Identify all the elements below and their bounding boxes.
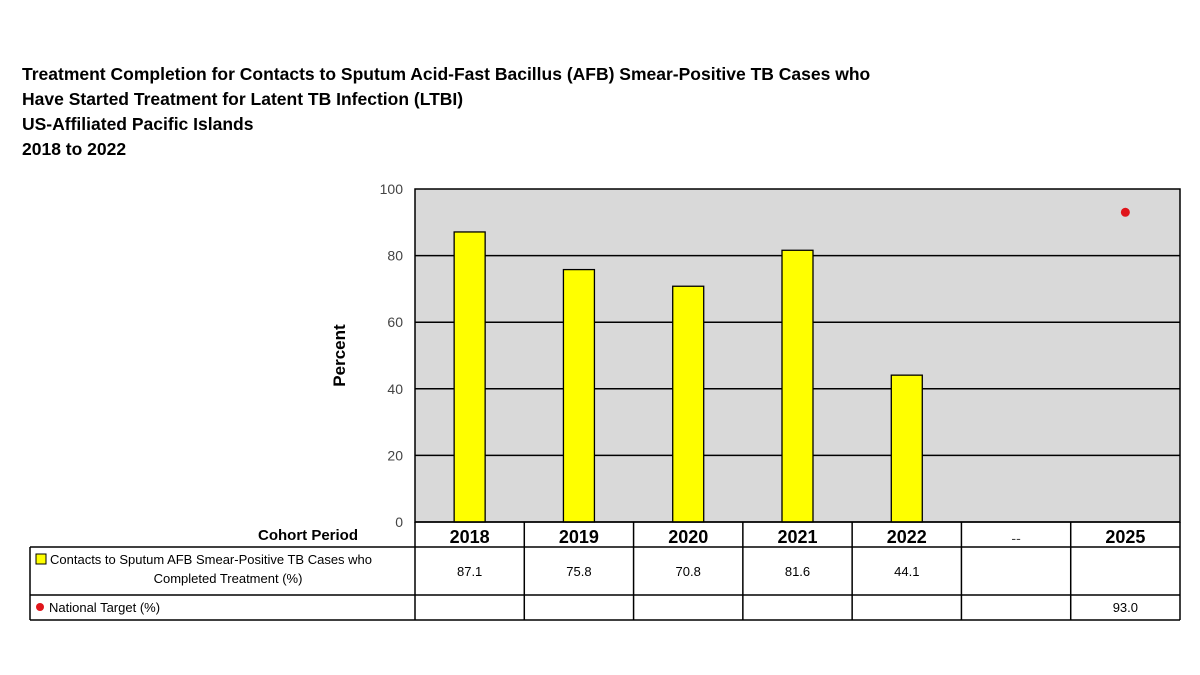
legend-label-target: National Target (%) <box>49 600 160 615</box>
legend-swatch-target <box>36 603 44 611</box>
category-label: 2021 <box>777 527 817 547</box>
category-label: 2022 <box>887 527 927 547</box>
bar <box>890 374 923 523</box>
x-axis-label: Cohort Period <box>258 527 358 544</box>
bar <box>453 231 486 523</box>
title-line-3: US-Affiliated Pacific Islands <box>22 114 254 134</box>
target-point <box>1120 207 1130 217</box>
category-label: 2018 <box>450 527 490 547</box>
data-label-bar: 81.6 <box>785 564 810 579</box>
y-tick-label: 60 <box>387 314 403 330</box>
bar <box>781 249 814 523</box>
y-tick-label: 100 <box>380 181 404 197</box>
y-tick-label: 80 <box>387 248 403 264</box>
legend-label-bar: Contacts to Sputum AFB Smear-Positive TB… <box>50 552 372 567</box>
data-label-bar: 75.8 <box>566 564 591 579</box>
title-line-2: Have Started Treatment for Latent TB Inf… <box>22 89 464 109</box>
bar <box>562 268 596 523</box>
category-label: 2019 <box>559 527 599 547</box>
legend-swatch-bar <box>35 553 47 565</box>
title-line-4: 2018 to 2022 <box>22 139 127 159</box>
data-label-bar: 87.1 <box>457 564 482 579</box>
chart-title: Treatment Completion for Contacts to Spu… <box>22 62 982 162</box>
y-axis-label: Percent <box>330 324 349 387</box>
category-label: -- <box>1011 530 1021 546</box>
data-label-bar: 44.1 <box>894 564 919 579</box>
title-line-1: Treatment Completion for Contacts to Spu… <box>22 64 871 84</box>
category-label: 2020 <box>668 527 708 547</box>
legend-label-bar: Completed Treatment (%) <box>154 571 303 586</box>
y-tick-label: 20 <box>387 447 403 463</box>
y-tick-label: 40 <box>387 381 403 397</box>
data-label-bar: 70.8 <box>676 564 701 579</box>
category-label: 2025 <box>1105 527 1145 547</box>
bar <box>672 285 705 523</box>
y-tick-label: 0 <box>395 514 403 530</box>
data-label-target: 93.0 <box>1113 600 1138 615</box>
